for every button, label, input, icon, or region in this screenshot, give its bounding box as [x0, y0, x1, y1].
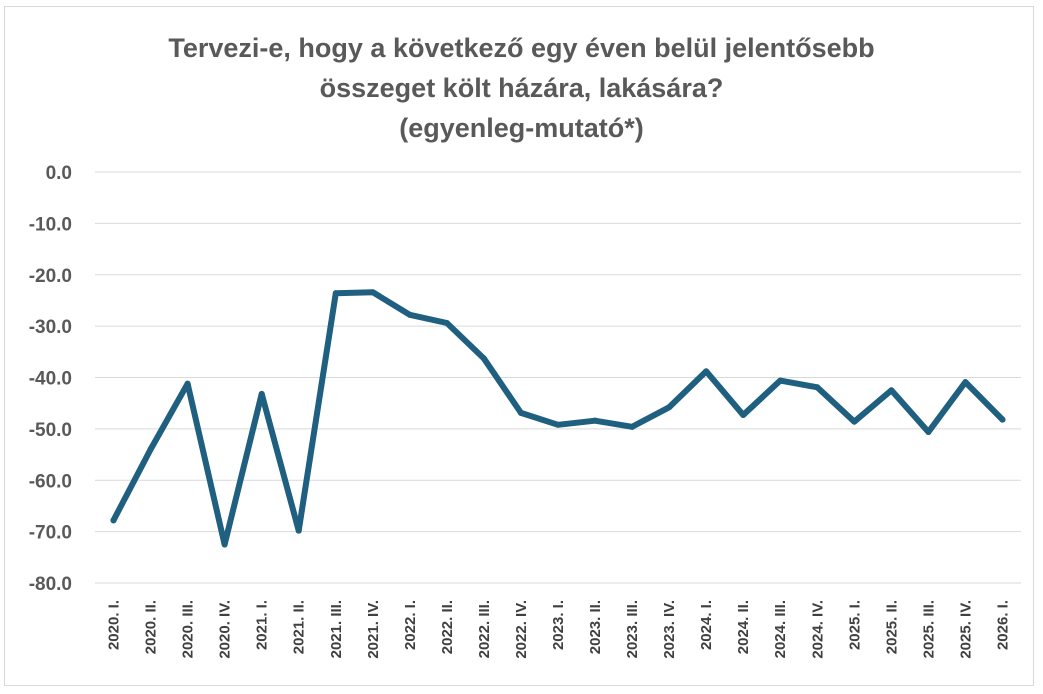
y-tick-label: -60.0 [29, 471, 72, 492]
x-tick-label: 2023. I. [550, 600, 567, 650]
x-tick-label: 2020. II. [143, 600, 160, 654]
chart-title-line-3: (egyenleg-mutató*) [399, 113, 644, 143]
x-tick-label: 2022. III. [476, 600, 493, 658]
y-tick-label: -10.0 [29, 214, 72, 235]
data-point [962, 379, 969, 386]
x-tick-label: 2025. II. [883, 600, 900, 654]
y-tick-label: -40.0 [29, 369, 72, 390]
y-tick-label: -30.0 [29, 317, 72, 338]
data-point [295, 527, 302, 534]
x-tick-label: 2023. IV. [661, 600, 678, 659]
data-point [110, 517, 117, 524]
x-tick-label: 2026. I. [994, 600, 1011, 650]
data-point [666, 404, 673, 411]
gridlines [95, 171, 1021, 584]
y-tick-label: 0.0 [46, 163, 72, 184]
x-tick-label: 2024. I. [698, 600, 715, 650]
data-point [443, 320, 450, 327]
data-point [592, 417, 599, 424]
x-tick-label: 2024. II. [735, 600, 752, 654]
data-point [888, 387, 895, 394]
data-point [406, 311, 413, 318]
data-point [999, 416, 1006, 423]
x-tick-label: 2021. II. [291, 600, 308, 654]
data-point [480, 355, 487, 362]
x-axis-tick-labels: 2020. I. 2020. II. 2020. III. 2020. IV. 2021… [106, 600, 1012, 659]
x-tick-label: 2025. IV. [957, 600, 974, 659]
chart-title: Tervezi-e, hogy a következő egy éven bel… [0, 28, 1043, 148]
data-point [369, 289, 376, 296]
x-tick-label: 2021. III. [328, 600, 345, 658]
x-tick-label: 2023. III. [624, 600, 641, 658]
data-point [147, 446, 154, 453]
x-tick-label: 2022. IV. [513, 600, 530, 659]
chart-title-line-1: Tervezi-e, hogy a következő egy éven bel… [168, 33, 875, 63]
chart-frame [4, 6, 1034, 686]
x-tick-label: 2025. I. [846, 600, 863, 650]
data-point [555, 421, 561, 428]
y-tick-label: -50.0 [29, 420, 72, 441]
x-tick-label: 2022. II. [439, 600, 456, 654]
x-tick-label: 2020. III. [180, 600, 197, 658]
y-tick-label: -80.0 [29, 574, 72, 595]
y-tick-label: -70.0 [29, 523, 72, 544]
data-point [851, 418, 858, 425]
x-tick-label: 2023. II. [587, 600, 604, 654]
x-tick-label: 2025. III. [920, 600, 937, 658]
y-axis-tick-labels: 0.0 -10.0 -20.0 -30.0 -40.0 -50.0 -60.0 -70.0 -8… [29, 163, 72, 595]
x-tick-label: 2020. IV. [217, 600, 234, 659]
x-tick-label: 2020. I. [106, 600, 123, 650]
x-tick-label: 2022. I. [402, 600, 419, 650]
data-point [777, 377, 784, 384]
data-point [629, 423, 636, 430]
y-tick-label: -20.0 [29, 266, 72, 287]
data-point [740, 412, 747, 419]
data-point [332, 290, 339, 297]
chart-title-line-2: összeget költ házára, lakására? [319, 73, 724, 103]
series-line [110, 289, 1006, 548]
data-point [221, 541, 228, 548]
x-tick-label: 2021. IV. [365, 600, 382, 659]
x-tick-label: 2021. I. [254, 600, 271, 650]
data-point [517, 409, 524, 416]
series [110, 289, 1006, 548]
data-point [925, 428, 932, 435]
x-tick-label: 2024. IV. [809, 600, 826, 659]
data-point [184, 380, 191, 387]
x-tick-label: 2024. III. [772, 600, 789, 658]
data-point [703, 368, 710, 375]
data-point [258, 390, 265, 397]
data-point [814, 384, 821, 391]
